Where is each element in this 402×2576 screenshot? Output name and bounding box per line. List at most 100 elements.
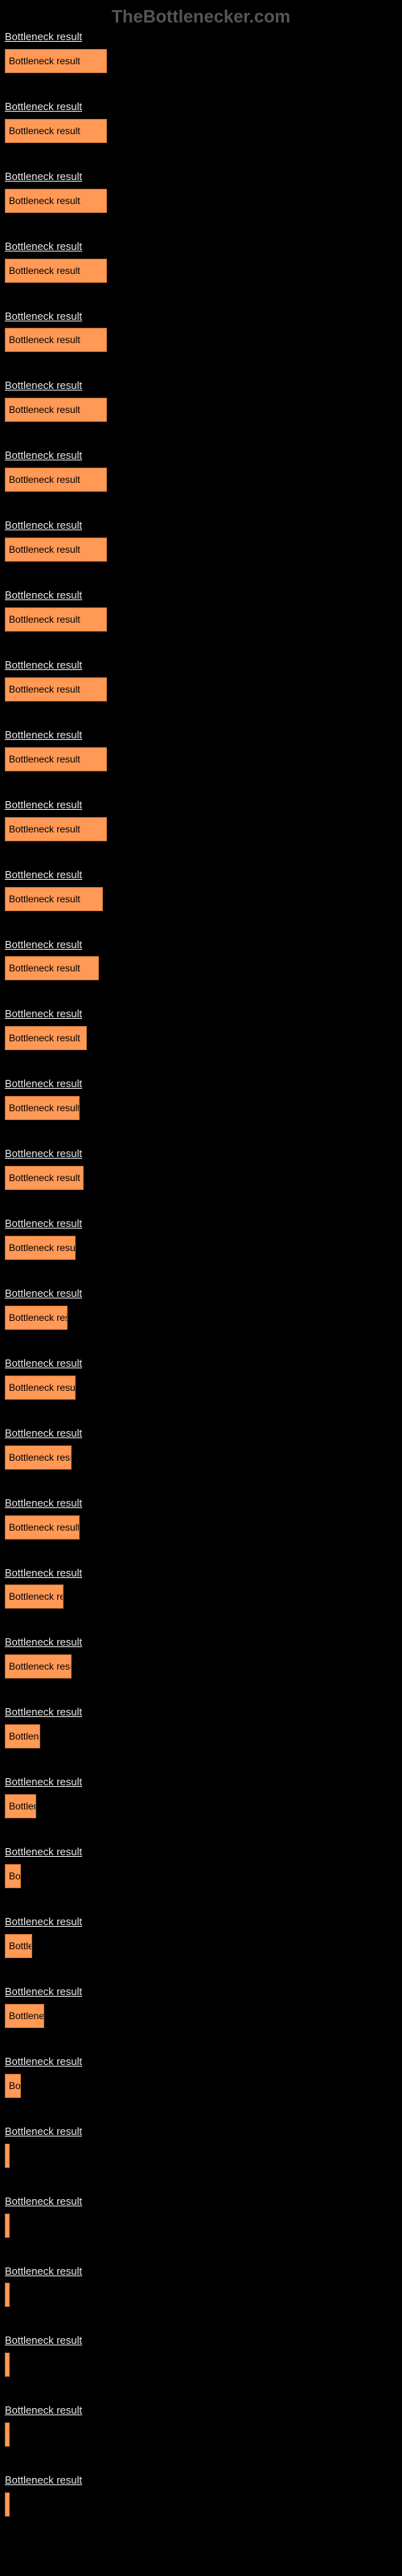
chart-row: Bottleneck result Bottleneck result [5, 310, 397, 353]
bottleneck-result-link[interactable]: Bottleneck result [5, 2334, 397, 2348]
bar-fill: Bottleneck result [5, 2074, 21, 2098]
chart-row: Bottleneck result Bottleneck result [5, 1287, 397, 1330]
bar-track: Bottleneck result [5, 956, 397, 980]
bar-track: Bottleneck result [5, 2144, 397, 2168]
bottleneck-result-link[interactable]: Bottleneck result [5, 2265, 397, 2279]
bottleneck-result-link[interactable]: Bottleneck result [5, 100, 397, 114]
bar-fill: Bottleneck result [5, 1166, 84, 1190]
bar-fill: Bottleneck result [5, 1445, 72, 1470]
bottleneck-result-link[interactable]: Bottleneck result [5, 799, 397, 812]
bar-track: Bottleneck result [5, 49, 397, 73]
bottleneck-result-link[interactable]: Bottleneck result [5, 1567, 397, 1580]
bar-track: Bottleneck result [5, 2353, 397, 2377]
bar-label: Bottleneck result [9, 684, 80, 695]
bar-track: Bottleneck result [5, 1794, 397, 1818]
bottleneck-result-link[interactable]: Bottleneck result [5, 659, 397, 673]
bar-track: Bottleneck result [5, 2283, 397, 2307]
bottleneck-result-link[interactable]: Bottleneck result [5, 2474, 397, 2488]
bar-track: Bottleneck result [5, 2074, 397, 2098]
bar-fill: Bottleneck result [5, 887, 103, 911]
bottleneck-result-link[interactable]: Bottleneck result [5, 379, 397, 393]
bar-label: Bottleneck result [9, 55, 80, 67]
bar-fill: Bottleneck result [5, 1654, 72, 1678]
bar-fill: Bottleneck result [5, 49, 107, 73]
bottleneck-result-link[interactable]: Bottleneck result [5, 2195, 397, 2209]
bar-fill: Bottleneck result [5, 259, 107, 283]
chart-row: Bottleneck result Bottleneck result [5, 1077, 397, 1120]
bottleneck-result-link[interactable]: Bottleneck result [5, 1147, 397, 1161]
bottleneck-result-link[interactable]: Bottleneck result [5, 1985, 397, 1999]
bottleneck-result-link[interactable]: Bottleneck result [5, 449, 397, 463]
bottleneck-result-link[interactable]: Bottleneck result [5, 2125, 397, 2139]
chart-row: Bottleneck resultBottleneck result [5, 449, 397, 492]
bottleneck-result-link[interactable]: Bottleneck result [5, 938, 397, 952]
chart-row: Bottleneck resultBottleneck result [5, 1706, 397, 1748]
chart-row: Bottleneck result Bottleneck result [5, 1357, 397, 1400]
bar-label: Bottleneck result [9, 2289, 10, 2300]
chart-row: Bottleneck result Bottleneck result [5, 938, 397, 981]
chart-row: Bottleneck result Bottleneck result [5, 1147, 397, 1190]
bottleneck-result-link[interactable]: Bottleneck result [5, 1916, 397, 1929]
chart-row: Bottleneck result Bottleneck result [5, 729, 397, 771]
bottleneck-result-link[interactable]: Bottleneck result [5, 1846, 397, 1859]
bar-label: Bottleneck result [9, 1102, 80, 1114]
bottleneck-result-link[interactable]: Bottleneck result [5, 240, 397, 254]
bottleneck-result-link[interactable]: Bottleneck result [5, 869, 397, 882]
bar-label: Bottleneck result [9, 1940, 32, 1952]
bar-fill: Bottleneck result [5, 1864, 21, 1888]
bottleneck-result-link[interactable]: Bottleneck result [5, 1427, 397, 1441]
bar-fill: Bottleneck result [5, 2423, 10, 2447]
bar-track: Bottleneck result [5, 328, 397, 352]
bottleneck-result-link[interactable]: Bottleneck result [5, 31, 397, 44]
bar-fill: Bottleneck result [5, 1794, 36, 1818]
bottleneck-result-link[interactable]: Bottleneck result [5, 1217, 397, 1231]
chart-row: Bottleneck result Bottleneck result [5, 1846, 397, 1888]
chart-row: Bottleneck resultBottleneck result [5, 589, 397, 632]
bottleneck-result-link[interactable]: Bottleneck result [5, 1287, 397, 1301]
bar-track: Bottleneck result [5, 747, 397, 771]
bar-track: Bottleneck result [5, 1306, 397, 1330]
bar-fill: Bottleneck result [5, 1376, 76, 1400]
bar-track: Bottleneck result [5, 1864, 397, 1888]
bottleneck-result-link[interactable]: Bottleneck result [5, 170, 397, 184]
bottleneck-result-link[interactable]: Bottleneck result [5, 1636, 397, 1650]
bottleneck-result-link[interactable]: Bottleneck result [5, 310, 397, 324]
bar-fill: Bottleneck result [5, 328, 107, 352]
bar-label: Bottleneck result [9, 1661, 72, 1672]
bar-label: Bottleneck result [9, 2080, 21, 2091]
chart-row: Bottleneck result Bottleneck result [5, 2334, 397, 2377]
bottleneck-result-link[interactable]: Bottleneck result [5, 1008, 397, 1021]
bar-label: Bottleneck result [9, 963, 80, 974]
bottleneck-result-link[interactable]: Bottleneck result [5, 519, 397, 533]
bar-label: Bottleneck result [9, 334, 80, 346]
bar-track: Bottleneck result [5, 677, 397, 701]
bottleneck-result-link[interactable]: Bottleneck result [5, 2404, 397, 2418]
bar-label: Bottleneck result [9, 404, 80, 415]
bar-track: Bottleneck result [5, 887, 397, 911]
bottleneck-result-link[interactable]: Bottleneck result [5, 1497, 397, 1511]
bottleneck-result-link[interactable]: Bottleneck result [5, 1776, 397, 1789]
bar-track: Bottleneck result [5, 259, 397, 283]
bottleneck-result-link[interactable]: Bottleneck result [5, 1357, 397, 1371]
bottleneck-result-link[interactable]: Bottleneck result [5, 1077, 397, 1091]
bar-label: Bottleneck result [9, 265, 80, 276]
bar-fill: Bottleneck result [5, 189, 107, 213]
bar-label: Bottleneck result [9, 1382, 76, 1393]
chart-row: Bottleneck result Bottleneck result [5, 1427, 397, 1470]
chart-row: Bottleneck resultBottleneck result [5, 799, 397, 841]
bar-fill: Bottleneck result [5, 1026, 87, 1050]
bottleneck-result-link[interactable]: Bottleneck result [5, 2055, 397, 2069]
bottleneck-result-link[interactable]: Bottleneck result [5, 1706, 397, 1719]
chart-row: Bottleneck result Bottleneck result [5, 1776, 397, 1818]
chart-row: Bottleneck result Bottleneck result [5, 1636, 397, 1678]
bar-track: Bottleneck result [5, 1445, 397, 1470]
bar-fill: Bottleneck result [5, 1934, 32, 1958]
bar-track: Bottleneck result [5, 1236, 397, 1260]
bottleneck-result-link[interactable]: Bottleneck result [5, 589, 397, 603]
bar-label: Bottleneck result [9, 125, 80, 137]
bottleneck-result-link[interactable]: Bottleneck result [5, 729, 397, 742]
bar-fill: Bottleneck result [5, 538, 107, 562]
bar-track: Bottleneck result [5, 189, 397, 213]
bar-fill: Bottleneck result [5, 677, 107, 701]
bar-label: Bottleneck result [9, 2429, 10, 2440]
